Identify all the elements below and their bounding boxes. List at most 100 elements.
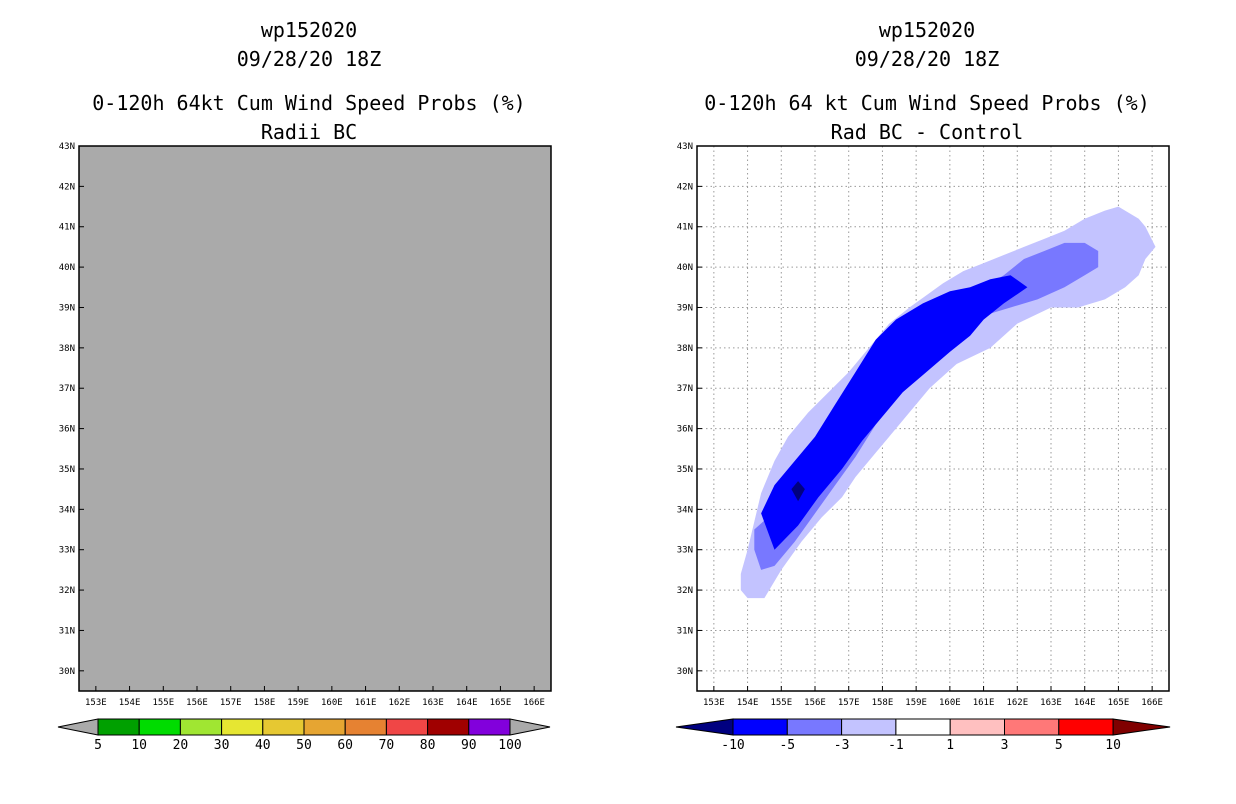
left-x-axis: 153E 154E 155E 156E 157E 158E 159E 160E 161E 162E… — [85, 686, 545, 708]
x-tick-label: 166E — [1141, 698, 1163, 708]
y-tick-label: 43N — [59, 142, 75, 152]
y-tick-label: 30N — [677, 667, 693, 677]
x-tick-label: 158E — [254, 698, 276, 708]
right-y-axis: 30N 31N 32N 33N 34N 35N 36N 37N 38N 39N 40N 41N 42N 4… — [677, 142, 702, 677]
colorbar-label: 100 — [498, 738, 521, 753]
y-tick-label: 35N — [59, 465, 75, 475]
colorbar-swatch — [344, 718, 387, 736]
colorbar-label: 20 — [173, 738, 189, 753]
y-tick-label: 35N — [677, 465, 693, 475]
x-tick-label: 157E — [220, 698, 242, 708]
colorbar-swatch — [262, 718, 305, 736]
colorbar-label: 1 — [946, 738, 954, 753]
contour-region — [761, 275, 1028, 550]
y-tick-label: 41N — [677, 223, 693, 233]
y-tick-label: 31N — [59, 626, 75, 636]
colorbar-high-extend — [1112, 718, 1171, 736]
colorbar-swatch — [841, 718, 897, 736]
colorbar-label: 5 — [1055, 738, 1063, 753]
colorbar-label: 90 — [461, 738, 477, 753]
colorbar-label: 80 — [420, 738, 436, 753]
colorbar-swatch — [303, 718, 346, 736]
y-tick-label: 40N — [59, 263, 75, 273]
colorbar-swatch — [468, 718, 511, 736]
right-title-storm: wp152020 — [879, 18, 975, 42]
y-tick-label: 30N — [59, 667, 75, 677]
x-tick-label: 166E — [523, 698, 545, 708]
y-tick-label: 38N — [59, 344, 75, 354]
colorbar-label: 3 — [1001, 738, 1009, 753]
y-tick-label: 32N — [59, 586, 75, 596]
x-tick-label: 163E — [1040, 698, 1062, 708]
y-tick-label: 32N — [677, 586, 693, 596]
colorbar-low-extend — [57, 718, 99, 736]
x-tick-label: 153E — [703, 698, 725, 708]
right-colorbar: -10 -5 -3 -1 1 3 5 10 — [675, 718, 1171, 753]
y-tick-label: 39N — [677, 303, 693, 313]
x-tick-label: 161E — [355, 698, 377, 708]
colorbar-label: 60 — [337, 738, 353, 753]
y-tick-label: 39N — [59, 303, 75, 313]
x-tick-label: 164E — [456, 698, 478, 708]
x-tick-label: 162E — [388, 698, 410, 708]
right-x-axis: 153E 154E 155E 156E 157E 158E 159E 160E 161E 162E… — [703, 686, 1163, 708]
x-tick-label: 155E — [152, 698, 174, 708]
right-title-date: 09/28/20 18Z — [855, 47, 1000, 71]
x-tick-label: 157E — [838, 698, 860, 708]
colorbar-swatch — [949, 718, 1006, 736]
colorbar-label: -5 — [779, 738, 795, 753]
x-tick-label: 162E — [1006, 698, 1028, 708]
y-tick-label: 37N — [59, 384, 75, 394]
colorbar-swatch — [179, 718, 223, 736]
y-tick-label: 31N — [677, 626, 693, 636]
colorbar-swatch — [221, 718, 264, 736]
left-title-product: 0-120h 64kt Cum Wind Speed Probs (%) — [92, 91, 525, 115]
x-tick-label: 161E — [973, 698, 995, 708]
colorbar-label: 40 — [255, 738, 271, 753]
right-panel: wp152020 09/28/20 18Z 0-120h 64 kt Cum W… — [675, 18, 1171, 753]
y-tick-label: 36N — [677, 425, 693, 435]
x-tick-label: 164E — [1074, 698, 1096, 708]
left-y-axis: 30N 31N 32N 33N 34N 35N 36N 37N 38N 39N 40N 41N 42N 4… — [59, 142, 84, 677]
x-tick-label: 159E — [287, 698, 309, 708]
right-title-subtitle: Rad BC - Control — [831, 120, 1024, 144]
colorbar-swatch — [1058, 718, 1114, 736]
colorbar-low-extend — [675, 718, 734, 736]
colorbar-swatch — [1004, 718, 1060, 736]
left-title-storm: wp152020 — [261, 18, 357, 42]
left-colorbar: 5 10 20 30 40 50 60 70 80 90 100 — [57, 718, 551, 753]
y-tick-label: 41N — [59, 223, 75, 233]
colorbar-high-extend — [509, 718, 551, 736]
colorbar-label: 10 — [131, 738, 147, 753]
y-tick-label: 42N — [677, 182, 693, 192]
y-tick-label: 33N — [59, 546, 75, 556]
x-tick-label: 153E — [85, 698, 107, 708]
colorbar-swatch — [385, 718, 429, 736]
colorbar-label: 5 — [94, 738, 102, 753]
right-contours — [740, 206, 1156, 599]
y-tick-label: 40N — [677, 263, 693, 273]
colorbar-swatch — [786, 718, 843, 736]
y-tick-label: 33N — [677, 546, 693, 556]
y-tick-label: 38N — [677, 344, 693, 354]
colorbar-label: 70 — [379, 738, 395, 753]
x-tick-label: 156E — [186, 698, 208, 708]
x-tick-label: 160E — [321, 698, 343, 708]
contour-region — [791, 481, 805, 502]
colorbar-swatch — [427, 718, 470, 736]
left-title-date: 09/28/20 18Z — [237, 47, 382, 71]
colorbar-label: -1 — [888, 738, 904, 753]
right-plot-frame — [696, 145, 1170, 692]
colorbar-label: -10 — [721, 738, 744, 753]
x-tick-label: 165E — [490, 698, 512, 708]
colorbar-label: -3 — [834, 738, 850, 753]
x-tick-label: 156E — [804, 698, 826, 708]
colorbar-label: 10 — [1105, 738, 1121, 753]
y-tick-label: 37N — [677, 384, 693, 394]
right-title-product: 0-120h 64 kt Cum Wind Speed Probs (%) — [704, 91, 1150, 115]
contour-region — [740, 206, 1156, 599]
x-tick-label: 163E — [422, 698, 444, 708]
x-tick-label: 165E — [1108, 698, 1130, 708]
